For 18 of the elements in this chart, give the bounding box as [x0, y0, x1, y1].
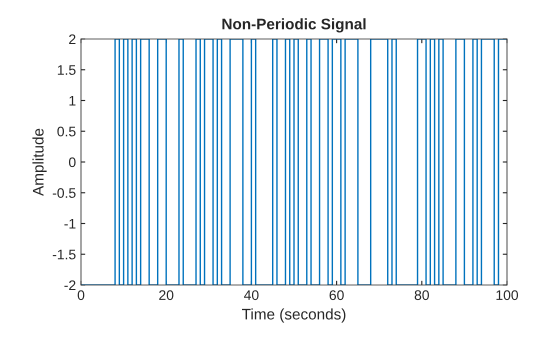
- x-tick-label: 40: [244, 290, 259, 300]
- x-tick-label: 80: [414, 290, 429, 300]
- x-tick-label: 20: [159, 290, 174, 300]
- y-tick-label: -0.5: [52, 188, 76, 198]
- y-tick-label: -1.5: [52, 250, 76, 260]
- x-tick-label: 0: [78, 290, 84, 300]
- y-tick-label: -2: [64, 280, 76, 290]
- y-tick-label: 2: [69, 34, 76, 44]
- y-tick-label: 1: [69, 96, 76, 106]
- y-tick-label: 0.5: [57, 126, 76, 136]
- x-axis-title: Time (seconds): [242, 308, 346, 323]
- y-tick-label: 1.5: [58, 65, 76, 75]
- y-axis-title: Amplitude: [32, 128, 47, 196]
- y-tick-label: -1: [64, 218, 76, 229]
- y-tick-label: 0: [68, 157, 76, 168]
- x-tick-label: 100: [496, 290, 518, 300]
- chart-title: Non-Periodic Signal: [222, 18, 366, 33]
- x-tick-label: 60: [330, 290, 344, 300]
